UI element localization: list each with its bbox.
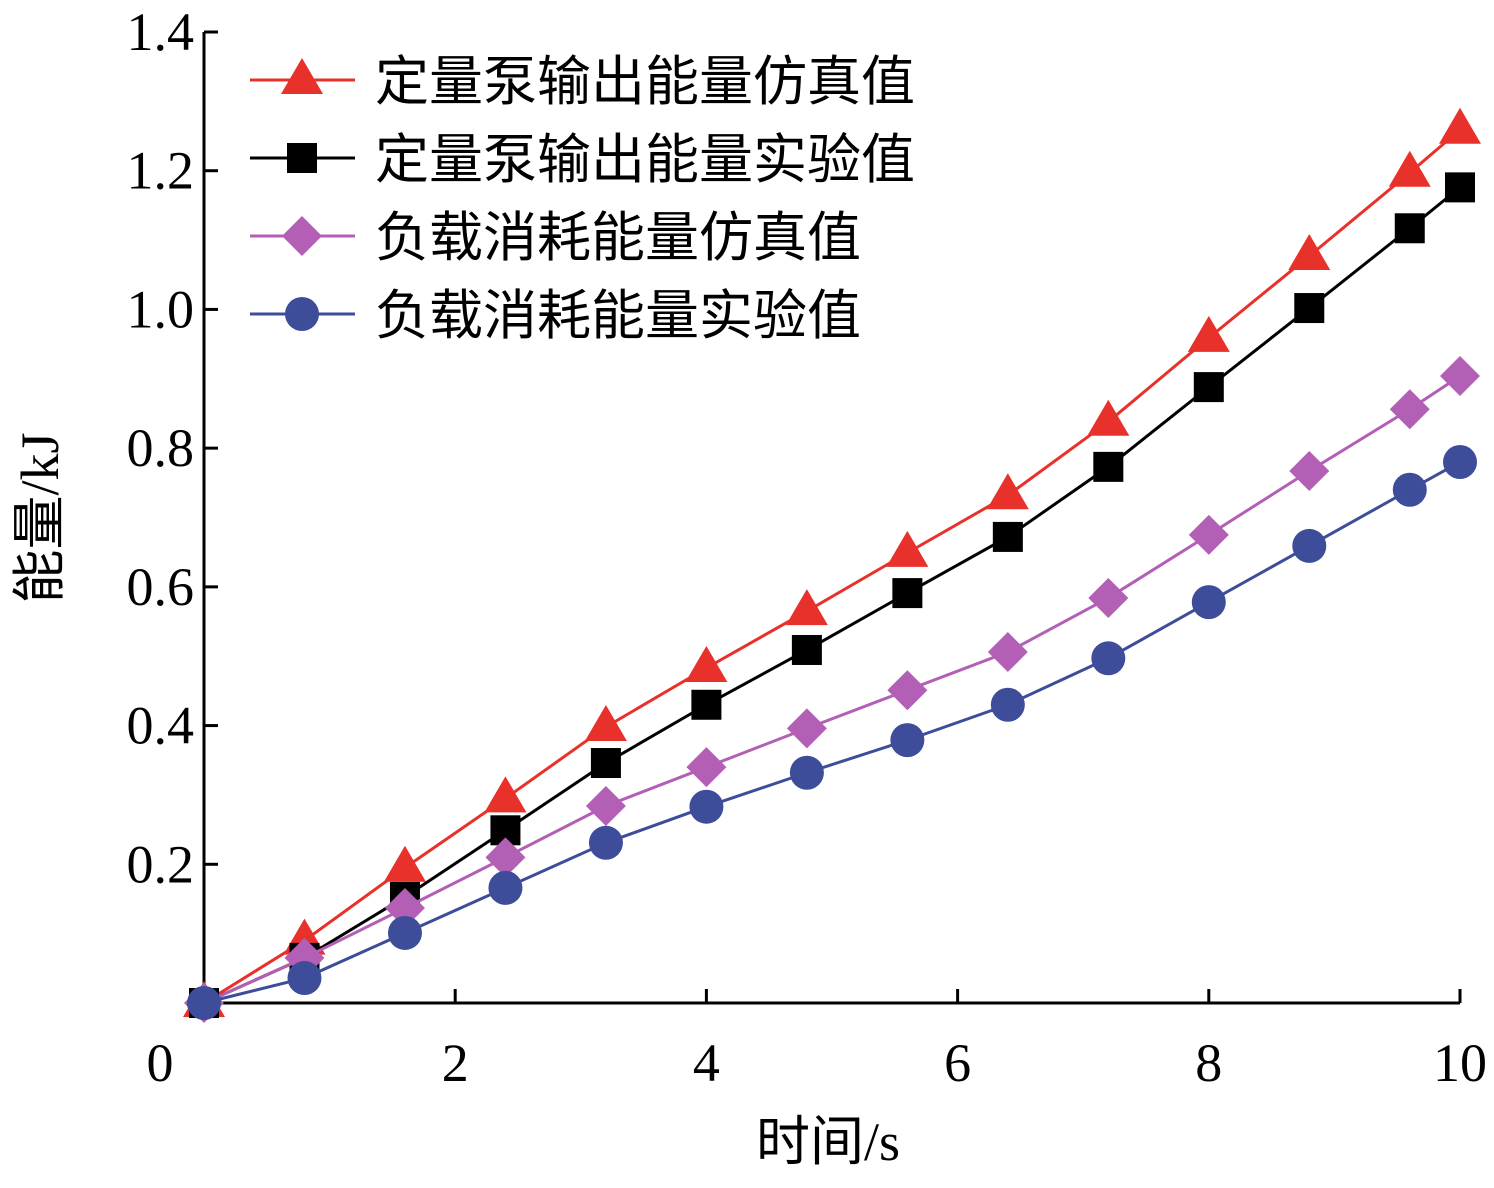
legend-label: 负载消耗能量实验值 <box>375 286 861 346</box>
x-axis-label: 时间/s <box>756 1112 900 1172</box>
x-tick-label: 4 <box>693 1033 720 1093</box>
y-tick-label: 0.2 <box>127 834 195 894</box>
marker <box>1392 472 1427 507</box>
marker <box>1289 451 1330 492</box>
marker <box>584 704 627 741</box>
marker <box>488 870 523 905</box>
marker <box>485 837 526 878</box>
marker <box>791 634 822 665</box>
marker <box>1440 356 1480 397</box>
y-axis-label: 能量/kJ <box>10 432 70 603</box>
marker <box>588 825 623 860</box>
marker <box>1093 451 1124 482</box>
marker <box>285 297 319 331</box>
marker <box>789 755 824 790</box>
y-tick-label: 0.6 <box>127 557 195 617</box>
marker <box>287 961 322 996</box>
marker <box>990 687 1025 722</box>
marker <box>1443 445 1477 480</box>
marker <box>282 216 322 256</box>
marker <box>887 670 928 711</box>
marker <box>383 845 426 882</box>
x-tick-label: 6 <box>944 1033 971 1093</box>
marker <box>890 723 925 758</box>
marker <box>590 748 621 779</box>
x-tick-label: 0 <box>147 1033 174 1093</box>
x-tick-label: 10 <box>1433 1033 1487 1093</box>
marker <box>1388 150 1431 187</box>
marker <box>987 632 1028 673</box>
marker <box>287 143 317 173</box>
marker <box>387 915 422 950</box>
marker <box>689 789 724 824</box>
y-tick-label: 0.4 <box>127 696 195 756</box>
marker <box>1188 514 1229 555</box>
marker <box>1445 172 1475 203</box>
series-line <box>203 460 1461 1005</box>
marker <box>1187 315 1230 352</box>
marker <box>585 786 626 827</box>
y-tick-label: 1.0 <box>127 279 195 339</box>
series-line <box>203 374 1461 1005</box>
marker <box>1193 372 1224 403</box>
marker <box>484 776 527 813</box>
series-line <box>203 186 1461 1005</box>
y-tick-label: 1.2 <box>127 141 195 201</box>
marker <box>1288 234 1331 271</box>
legend-label: 定量泵输出能量实验值 <box>375 130 915 190</box>
marker <box>685 646 728 683</box>
marker <box>992 521 1023 552</box>
marker <box>1439 107 1481 144</box>
y-tick-label: 1.4 <box>127 2 195 62</box>
marker <box>281 58 323 94</box>
marker <box>1087 399 1130 436</box>
marker <box>986 473 1029 510</box>
x-tick-label: 8 <box>1195 1033 1222 1093</box>
marker <box>691 689 722 720</box>
marker <box>786 708 827 749</box>
marker <box>384 887 425 928</box>
marker <box>1394 213 1425 244</box>
marker <box>1292 528 1327 563</box>
marker <box>1389 389 1430 430</box>
marker <box>1294 293 1325 324</box>
x-tick-label: 2 <box>442 1033 469 1093</box>
marker <box>1091 641 1126 676</box>
marker <box>886 530 929 567</box>
marker <box>187 986 221 1020</box>
y-tick-label: 0.8 <box>127 418 195 478</box>
marker <box>785 589 828 626</box>
marker <box>686 747 727 788</box>
marker <box>1088 577 1129 618</box>
legend-label: 负载消耗能量仿真值 <box>375 208 861 268</box>
marker <box>1191 585 1226 620</box>
marker <box>892 578 923 609</box>
legend-label: 定量泵输出能量仿真值 <box>375 52 915 112</box>
